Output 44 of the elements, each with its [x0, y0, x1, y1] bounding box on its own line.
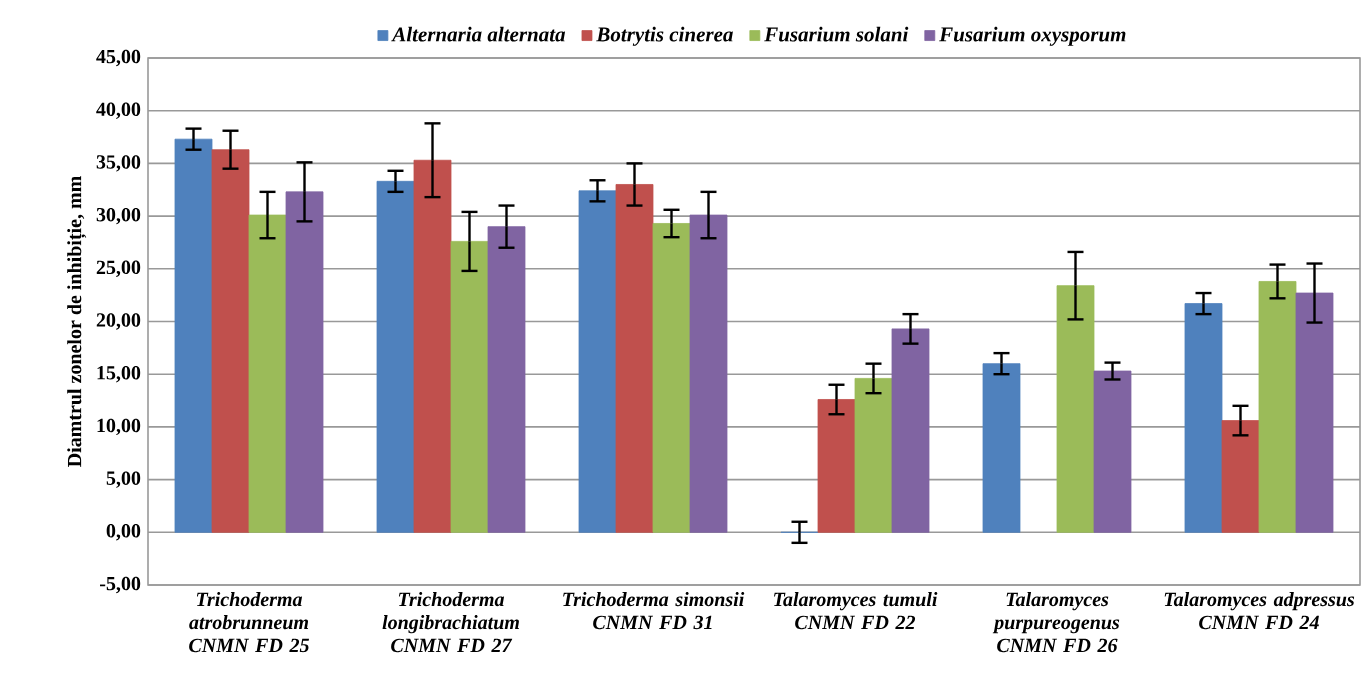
bar	[1056, 285, 1095, 533]
x-tick-label: Trichoderma simonsii CNMN FD 31	[563, 592, 745, 630]
bar	[891, 328, 930, 533]
y-tick-label: 40,00	[96, 102, 141, 119]
legend-label: Alternaria alternata	[391, 26, 566, 42]
bar	[689, 214, 728, 533]
legend-label: Fusarium oxysporum	[939, 26, 1126, 46]
y-tick-label: 0,00	[106, 524, 141, 541]
bar	[1295, 292, 1334, 533]
bar	[450, 241, 489, 533]
y-tick-label: 20,00	[96, 313, 141, 330]
legend-label: Botrytis cinerea	[596, 26, 733, 46]
bar	[1093, 370, 1132, 533]
x-tick-label: Trichoderma longibrachiatum CNMN FD 27	[382, 592, 519, 653]
bar	[174, 138, 213, 533]
bar	[652, 223, 691, 533]
bar	[615, 184, 654, 533]
y-tick-label: -5,00	[100, 576, 141, 594]
x-tick-label: Talaromyces purpureogenus CNMN FD 26	[992, 592, 1120, 653]
bar	[285, 191, 324, 533]
y-tick-label: 15,00	[97, 366, 141, 383]
x-tick-label: Talaromyces tumuli CNMN FD 22	[774, 592, 938, 630]
bar	[487, 226, 526, 533]
bar	[982, 363, 1021, 533]
bar	[376, 180, 415, 533]
x-tick-label: Talaromyces adpressus CNMN FD 24	[1164, 592, 1355, 630]
bar	[817, 399, 856, 533]
y-tick-label: 5,00	[106, 471, 141, 488]
bar	[854, 378, 893, 533]
y-tick-label: 30,00	[96, 207, 141, 225]
bar	[1258, 281, 1297, 533]
bar	[578, 190, 617, 533]
y-axis-title: Diamtrul zonelor de inhibiție, mm	[67, 176, 87, 467]
x-tick-label: Trichoderma atrobrunneum CNMN FD 25	[189, 592, 310, 653]
bar	[1184, 303, 1223, 533]
y-tick-label: 25,00	[96, 260, 141, 278]
y-tick-label: 10,00	[97, 418, 141, 436]
bar	[413, 159, 452, 533]
y-tick-label: 35,00	[96, 155, 141, 172]
bar	[248, 214, 287, 533]
legend-label: Fusarium solani	[764, 26, 909, 42]
y-tick-label: 45,00	[96, 49, 141, 67]
bar	[211, 149, 250, 533]
bar	[1221, 420, 1260, 533]
